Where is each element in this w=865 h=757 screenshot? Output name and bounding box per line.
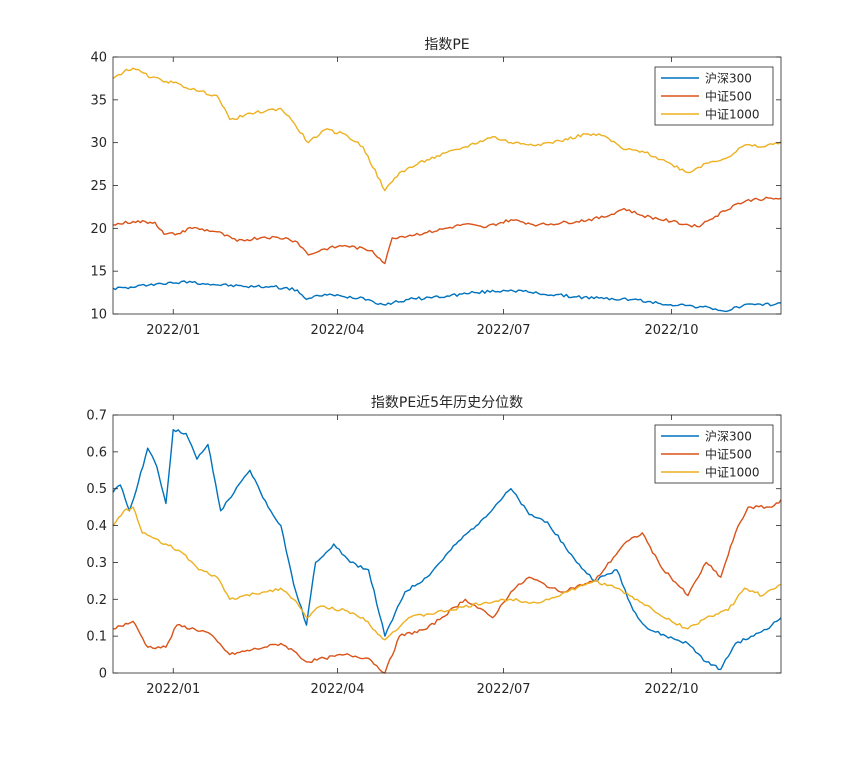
y-tick-label: 35 (90, 93, 107, 108)
y-tick-label: 20 (90, 222, 107, 237)
y-tick-label: 0.5 (86, 482, 107, 497)
x-tick-label: 2022/10 (644, 323, 698, 338)
y-tick-label: 25 (90, 179, 107, 194)
legend-label: 中证500 (705, 89, 752, 104)
x-tick-label: 2022/04 (310, 682, 364, 697)
x-tick-label: 2022/04 (310, 323, 364, 338)
series-line (112, 67, 782, 192)
chart-2: 0 0.1 0.2 0.3 0.4 0.5 0.6 0.7 2022/01 2022/04 2022… (86, 395, 782, 697)
x-tick-label: 2022/07 (477, 682, 531, 697)
x-tick-label: 2022/01 (146, 323, 200, 338)
axes-box (112, 414, 782, 674)
legend-label: 中证500 (705, 447, 752, 462)
series-line (112, 506, 782, 641)
legend: 沪深300 中证500 中证1000 (654, 66, 774, 126)
series-line (112, 429, 782, 671)
y-tick-label: 0.2 (86, 593, 107, 608)
y-tick-label: 10 (90, 308, 107, 323)
y-tick-label: 0.7 (86, 409, 107, 424)
legend-label: 中证1000 (705, 465, 760, 480)
series-line (112, 280, 782, 313)
y-tick-label: 0.1 (86, 630, 107, 645)
x-tick-label: 2022/07 (477, 323, 531, 338)
chart-title: 指数PE近5年历史分位数 (371, 395, 523, 411)
legend: 沪深300 中证500 中证1000 (654, 424, 774, 484)
y-tick-label: 0 (99, 667, 107, 682)
x-tick-label: 2022/10 (644, 682, 698, 697)
legend-label: 中证1000 (705, 107, 760, 122)
y-tick-label: 0.4 (86, 519, 107, 534)
y-tick-label: 0.6 (86, 445, 107, 460)
chart-title: 指数PE (424, 37, 469, 53)
x-tick-label: 2022/01 (146, 682, 200, 697)
y-tick-label: 30 (90, 136, 107, 151)
y-tick-label: 0.3 (86, 556, 107, 571)
series-line (112, 196, 782, 265)
y-tick-label: 15 (90, 265, 107, 280)
chart-1: 10 15 20 25 30 35 40 2022/01 2022/04 2022/07 2022/… (90, 37, 782, 338)
y-tick-label: 40 (90, 51, 107, 66)
legend-label: 沪深300 (705, 430, 752, 444)
legend-label: 沪深300 (705, 72, 752, 86)
series-line (113, 499, 782, 674)
